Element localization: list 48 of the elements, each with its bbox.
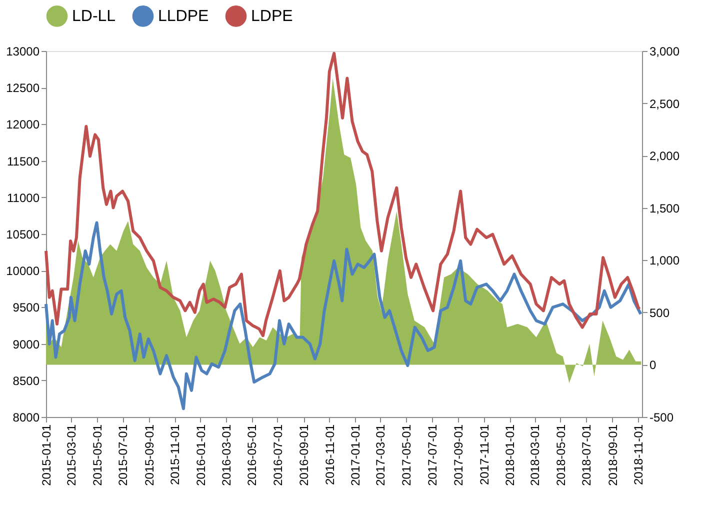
x-tick-label: 2015-09-01 xyxy=(142,424,156,486)
x-tick-label: 2016-11-01 xyxy=(322,424,337,485)
y-tick-label: 10500 xyxy=(6,228,40,242)
x-tick-label: 2018-07-01 xyxy=(580,424,594,486)
y2-tick-label: 3,000 xyxy=(650,44,680,58)
legend-label: LLDPE xyxy=(158,8,209,26)
y2-tick-label: 1,500 xyxy=(650,201,680,216)
y-tick-label: 8500 xyxy=(12,374,40,388)
y-tick-label: 9500 xyxy=(12,300,40,315)
y2-tick-label: 0 xyxy=(650,358,656,372)
y2-tick-label: 500 xyxy=(650,306,670,320)
x-tick-label: 2017-09-01 xyxy=(451,424,466,486)
x-tick-label: 2015-05-01 xyxy=(90,424,104,486)
x-tick-label: 2018-05-01 xyxy=(554,424,568,486)
x-tick-label: 2017-01-01 xyxy=(348,424,363,486)
x-tick-label: 2016-01-01 xyxy=(194,424,208,486)
x-tick-label: 2015-01-01 xyxy=(40,424,54,486)
x-tick-label: 2016-09-01 xyxy=(297,424,312,486)
x-tick-label: 2016-05-01 xyxy=(245,424,260,486)
y-tick-label: 10000 xyxy=(6,264,40,278)
x-tick-label: 2017-11-01 xyxy=(477,424,492,485)
line-series xyxy=(44,52,641,338)
y2-tick-label: 2,500 xyxy=(650,96,680,111)
y-tick-label: 11000 xyxy=(7,190,40,205)
x-tick-label: 2018-11-01 xyxy=(632,424,646,485)
x-tick-label: 2016-07-01 xyxy=(270,424,285,486)
x-tick-label: 2018-03-01 xyxy=(528,424,542,486)
y2-tick-label: -500 xyxy=(650,410,674,424)
line-series xyxy=(44,221,642,410)
y-tick-label: 12500 xyxy=(6,81,40,96)
y2-tick-label: 2,000 xyxy=(650,149,680,164)
x-tick-label: 2017-07-01 xyxy=(425,424,440,486)
y-tick-label: 12000 xyxy=(6,118,40,132)
x-tick-label: 2016-03-01 xyxy=(219,424,234,486)
x-tick-label: 2015-11-01 xyxy=(168,424,182,485)
legend-label: LD-LL xyxy=(72,8,116,26)
x-tick-label: 2018-01-01 xyxy=(503,424,518,486)
x-tick-label: 2017-05-01 xyxy=(399,424,414,486)
y-tick-label: 13000 xyxy=(6,44,40,58)
y-tick-label: 8000 xyxy=(12,410,40,424)
y-tick-label: 11500 xyxy=(7,154,40,168)
x-tick-label: 2017-03-01 xyxy=(374,424,388,486)
x-tick-label: 2015-07-01 xyxy=(116,424,130,486)
y-tick-label: 9000 xyxy=(12,337,40,352)
legend-label: LDPE xyxy=(251,8,293,26)
x-tick-label: 2018-09-01 xyxy=(606,424,620,486)
y2-tick-label: 1,000 xyxy=(650,254,680,268)
x-tick-label: 2015-03-01 xyxy=(64,424,78,486)
